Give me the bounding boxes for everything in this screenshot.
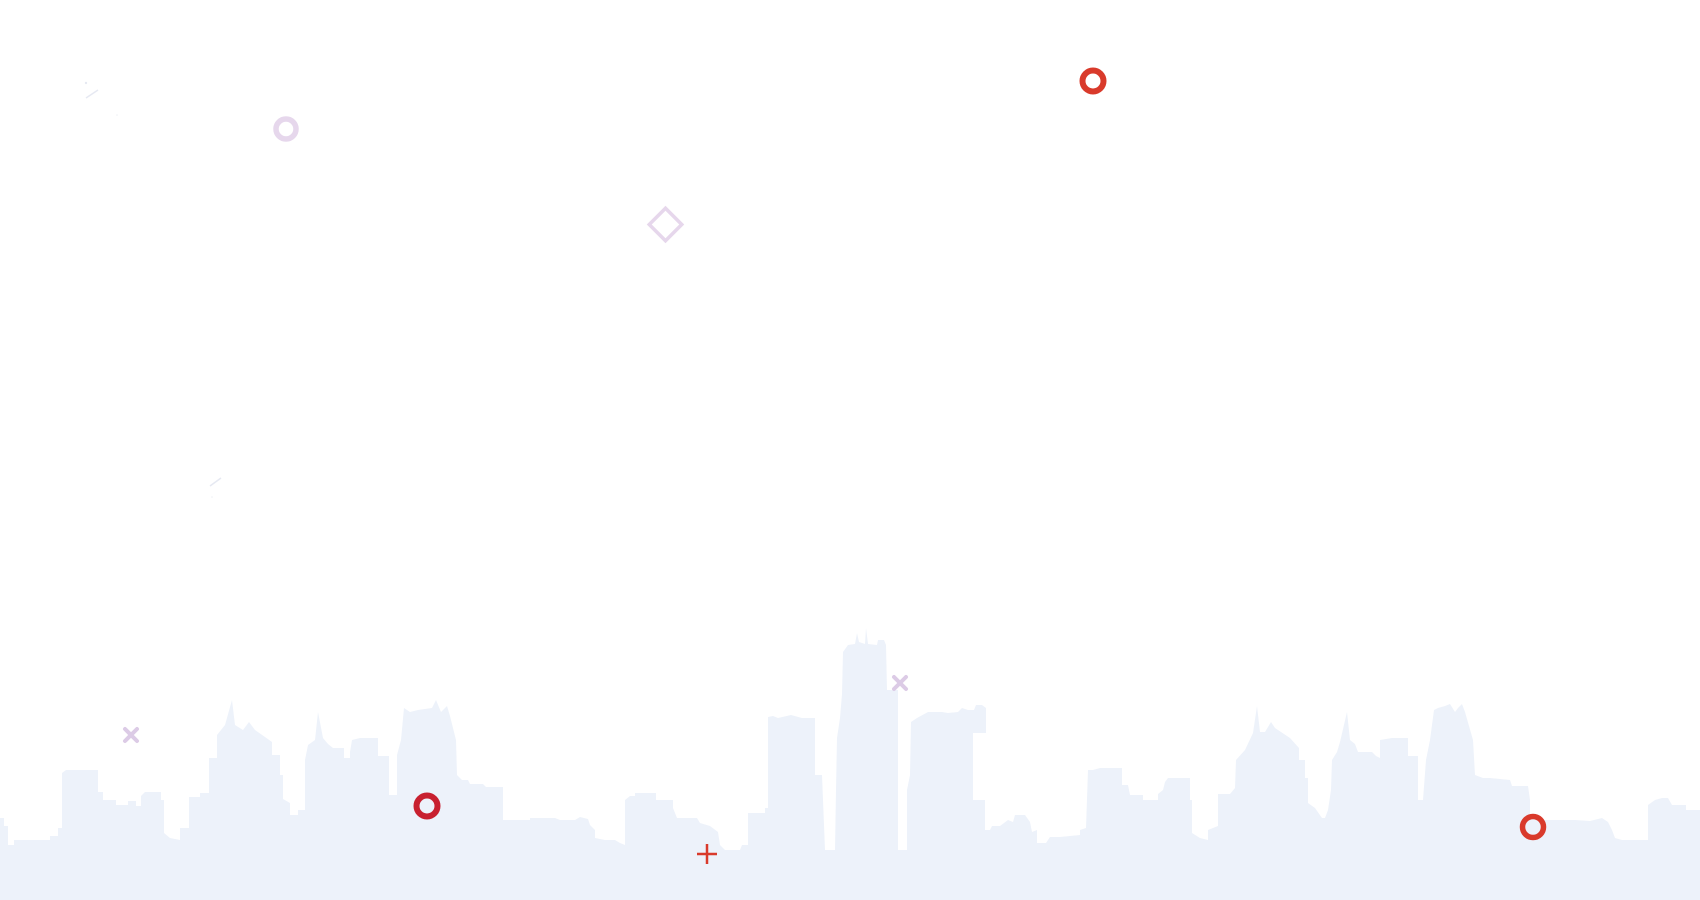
lavender-cross-icon	[123, 727, 139, 743]
sparkle-marks	[84, 81, 222, 498]
sparkle-dot-icon	[84, 81, 88, 85]
red-ring-icon	[1519, 813, 1547, 841]
sparkle-line-icon	[209, 477, 222, 487]
lavender-cross-icon	[892, 675, 908, 691]
lavender-ring-icon	[273, 116, 299, 142]
lavender-diamond-icon	[646, 205, 685, 244]
sparkle-dot-icon	[211, 496, 213, 498]
sparkle-dot-icon	[116, 114, 118, 116]
dark-red-ring-icon	[413, 792, 441, 820]
red-plus-icon	[697, 844, 717, 864]
city-skyline-silhouette	[0, 628, 1700, 900]
sparkle-line-icon	[85, 89, 99, 99]
red-ring-icon	[1079, 67, 1107, 95]
